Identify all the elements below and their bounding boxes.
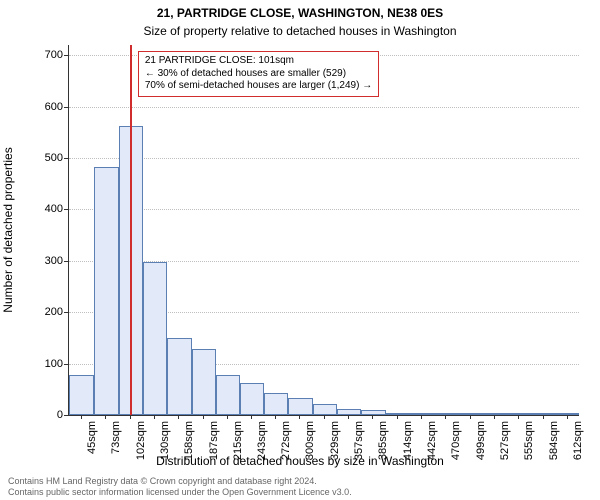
x-tick-mark	[372, 415, 373, 419]
grid-line	[69, 107, 579, 108]
x-tick-label: 584sqm	[548, 421, 560, 466]
x-tick-label: 158sqm	[183, 421, 195, 466]
y-tick-label: 400	[35, 203, 63, 215]
x-tick-label: 385sqm	[377, 421, 389, 466]
x-tick-label: 187sqm	[208, 421, 220, 466]
x-tick-mark	[299, 415, 300, 419]
x-tick-label: 470sqm	[450, 421, 462, 466]
x-tick-mark	[518, 415, 519, 419]
histogram-bar	[459, 413, 483, 415]
histogram-bar	[434, 413, 459, 415]
histogram-bar	[337, 409, 361, 415]
y-tick-mark	[64, 209, 68, 210]
x-tick-mark	[105, 415, 106, 419]
x-tick-mark	[203, 415, 204, 419]
chart-title: 21, PARTRIDGE CLOSE, WASHINGTON, NE38 0E…	[0, 6, 600, 20]
x-tick-mark	[470, 415, 471, 419]
x-tick-mark	[275, 415, 276, 419]
annotation-box: 21 PARTRIDGE CLOSE: 101sqm ← 30% of deta…	[138, 51, 379, 97]
x-tick-label: 102sqm	[135, 421, 147, 466]
grid-line	[69, 158, 579, 159]
x-tick-label: 130sqm	[159, 421, 171, 466]
histogram-bar	[192, 349, 216, 415]
histogram-bar	[288, 398, 313, 415]
histogram-bar	[483, 413, 507, 415]
x-tick-label: 45sqm	[86, 421, 98, 466]
x-tick-label: 272sqm	[280, 421, 292, 466]
x-tick-label: 73sqm	[110, 421, 122, 466]
histogram-bar	[216, 375, 240, 415]
chart-subtitle: Size of property relative to detached ho…	[0, 24, 600, 38]
y-tick-label: 500	[35, 152, 63, 164]
x-tick-label: 357sqm	[353, 421, 365, 466]
annotation-line1: 21 PARTRIDGE CLOSE: 101sqm	[145, 55, 372, 68]
x-tick-mark	[397, 415, 398, 419]
y-tick-mark	[64, 107, 68, 108]
x-tick-mark	[494, 415, 495, 419]
x-tick-mark	[227, 415, 228, 419]
x-tick-label: 527sqm	[499, 421, 511, 466]
x-tick-label: 215sqm	[232, 421, 244, 466]
x-tick-mark	[543, 415, 544, 419]
x-tick-mark	[81, 415, 82, 419]
y-tick-mark	[64, 312, 68, 313]
x-tick-mark	[154, 415, 155, 419]
x-tick-mark	[324, 415, 325, 419]
property-marker-line	[130, 45, 132, 415]
y-tick-label: 300	[35, 255, 63, 267]
x-tick-label: 499sqm	[475, 421, 487, 466]
plot-area: 21 PARTRIDGE CLOSE: 101sqm ← 30% of deta…	[68, 45, 579, 416]
x-tick-mark	[348, 415, 349, 419]
histogram-bar	[532, 413, 556, 415]
grid-line	[69, 209, 579, 210]
histogram-bar	[386, 413, 410, 415]
x-tick-mark	[130, 415, 131, 419]
x-tick-label: 329sqm	[329, 421, 341, 466]
histogram-bar	[507, 413, 532, 415]
histogram-bar	[313, 404, 337, 415]
histogram-bar	[94, 167, 119, 415]
y-axis-label: Number of detached properties	[1, 147, 15, 312]
x-tick-mark	[178, 415, 179, 419]
chart-container: 21, PARTRIDGE CLOSE, WASHINGTON, NE38 0E…	[0, 0, 600, 500]
x-tick-mark	[421, 415, 422, 419]
y-tick-mark	[64, 158, 68, 159]
y-tick-label: 200	[35, 306, 63, 318]
footer-line1: Contains HM Land Registry data © Crown c…	[8, 476, 352, 487]
x-tick-mark	[251, 415, 252, 419]
x-tick-mark	[445, 415, 446, 419]
x-tick-label: 612sqm	[572, 421, 584, 466]
y-tick-mark	[64, 55, 68, 56]
x-tick-mark	[567, 415, 568, 419]
histogram-bar	[410, 413, 434, 415]
footer-attribution: Contains HM Land Registry data © Crown c…	[8, 476, 352, 498]
annotation-line2: ← 30% of detached houses are smaller (52…	[145, 68, 372, 81]
y-tick-label: 600	[35, 101, 63, 113]
histogram-bar	[69, 375, 94, 415]
y-tick-label: 0	[35, 409, 63, 421]
histogram-bar	[143, 262, 167, 415]
histogram-bar	[240, 383, 265, 415]
y-tick-mark	[64, 415, 68, 416]
histogram-bar	[167, 338, 192, 415]
x-tick-label: 300sqm	[304, 421, 316, 466]
annotation-line3: 70% of semi-detached houses are larger (…	[145, 80, 372, 93]
x-tick-label: 243sqm	[256, 421, 268, 466]
x-tick-label: 414sqm	[402, 421, 414, 466]
histogram-bar	[361, 410, 386, 415]
histogram-bar	[264, 393, 288, 415]
x-tick-label: 555sqm	[523, 421, 535, 466]
y-tick-mark	[64, 364, 68, 365]
x-tick-label: 442sqm	[426, 421, 438, 466]
y-tick-label: 100	[35, 358, 63, 370]
y-tick-mark	[64, 261, 68, 262]
y-tick-label: 700	[35, 49, 63, 61]
footer-line2: Contains public sector information licen…	[8, 487, 352, 498]
